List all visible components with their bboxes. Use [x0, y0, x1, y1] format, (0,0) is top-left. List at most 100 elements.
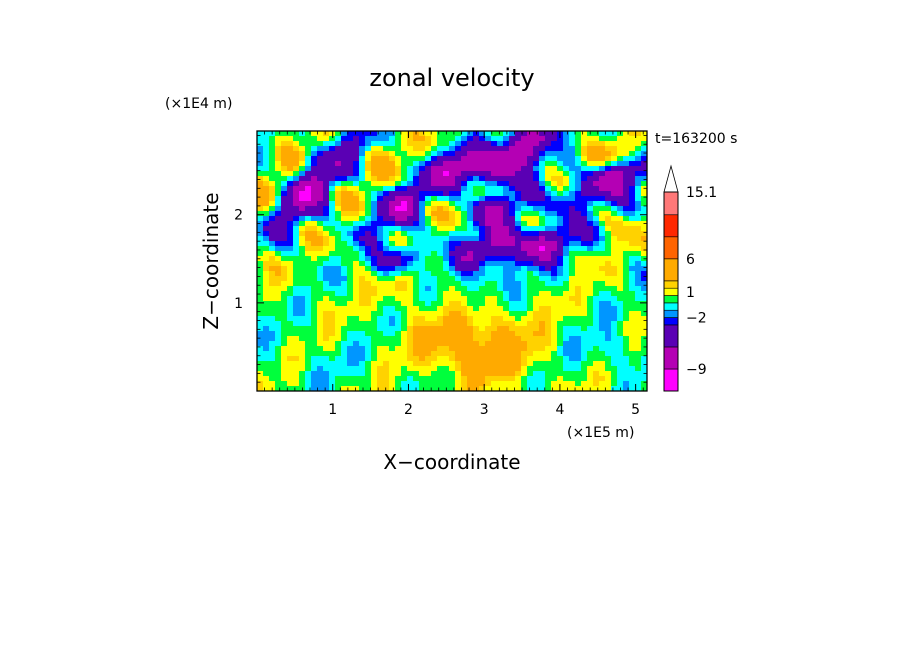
heatmap-cell — [593, 206, 600, 212]
heatmap-cell — [341, 351, 348, 357]
heatmap-cell — [263, 311, 270, 317]
heatmap-cell — [407, 211, 414, 217]
heatmap-cell — [323, 271, 330, 277]
heatmap-cell — [521, 341, 528, 347]
heatmap-cell — [485, 151, 492, 157]
heatmap-cell — [491, 246, 498, 252]
heatmap-cell — [455, 196, 462, 202]
heatmap-cell — [419, 286, 426, 292]
heatmap-cell — [431, 381, 438, 387]
heatmap-cell — [281, 286, 288, 292]
heatmap-cell — [281, 316, 288, 322]
heatmap-cell — [515, 171, 522, 177]
heatmap-cell — [377, 191, 384, 197]
heatmap-cell — [557, 361, 564, 367]
heatmap-cell — [503, 356, 510, 362]
heatmap-cell — [281, 356, 288, 362]
heatmap-cell — [491, 261, 498, 267]
heatmap-cell — [527, 201, 534, 207]
heatmap-cell — [293, 296, 300, 302]
heatmap-cell — [551, 216, 558, 222]
heatmap-cell — [323, 236, 330, 242]
heatmap-cell — [359, 146, 366, 152]
heatmap-cell — [605, 131, 612, 137]
heatmap-cell — [563, 306, 570, 312]
heatmap-cell — [401, 301, 408, 307]
heatmap-cell — [467, 256, 474, 262]
heatmap-cell — [389, 301, 396, 307]
heatmap-cell — [641, 226, 647, 232]
heatmap-cell — [587, 301, 594, 307]
heatmap-cell — [269, 266, 276, 272]
heatmap-cell — [527, 251, 534, 257]
heatmap-cell — [377, 166, 384, 172]
heatmap-cell — [587, 206, 594, 212]
heatmap-cell — [623, 361, 630, 367]
heatmap-cell — [269, 201, 276, 207]
heatmap-cell — [413, 286, 420, 292]
heatmap-cell — [431, 156, 438, 162]
heatmap-cell — [605, 326, 612, 332]
heatmap-cell — [491, 366, 498, 372]
heatmap-cell — [611, 206, 618, 212]
heatmap-cell — [443, 336, 450, 342]
heatmap-cell — [467, 341, 474, 347]
heatmap-cell — [497, 156, 504, 162]
heatmap-cell — [413, 241, 420, 247]
heatmap-cell — [329, 146, 336, 152]
heatmap-cell — [491, 331, 498, 337]
heatmap-cell — [485, 156, 492, 162]
heatmap-cell — [365, 276, 372, 282]
heatmap-cell — [557, 356, 564, 362]
heatmap-cell — [383, 181, 390, 187]
heatmap-cell — [497, 271, 504, 277]
heatmap-cell — [503, 231, 510, 237]
heatmap-cell — [617, 271, 624, 277]
heatmap-cell — [527, 221, 534, 227]
heatmap-cell — [605, 356, 612, 362]
heatmap-cell — [287, 231, 294, 237]
heatmap-cell — [467, 166, 474, 172]
heatmap-cell — [635, 326, 642, 332]
heatmap-cell — [563, 341, 570, 347]
heatmap-cell — [293, 201, 300, 207]
heatmap-cell — [281, 321, 288, 327]
heatmap-cell — [281, 376, 288, 382]
heatmap-cell — [575, 196, 582, 202]
heatmap-cell — [395, 361, 402, 367]
heatmap-cell — [485, 361, 492, 367]
heatmap-cell — [593, 211, 600, 217]
heatmap-cell — [587, 291, 594, 297]
heatmap-cell — [569, 331, 576, 337]
heatmap-cell — [269, 381, 276, 387]
heatmap-cell — [479, 201, 486, 207]
heatmap-cell — [485, 191, 492, 197]
heatmap-cell — [527, 186, 534, 192]
heatmap-cell — [473, 171, 480, 177]
heatmap-cell — [317, 281, 324, 287]
heatmap-cell — [299, 321, 306, 327]
heatmap-cell — [479, 226, 486, 232]
heatmap-cell — [359, 306, 366, 312]
heatmap-cell — [311, 341, 318, 347]
heatmap-cell — [323, 366, 330, 372]
heatmap-cell — [377, 271, 384, 277]
heatmap-cell — [527, 321, 534, 327]
heatmap-cell — [341, 156, 348, 162]
heatmap-cell — [527, 261, 534, 267]
heatmap-cell — [593, 341, 600, 347]
heatmap-cell — [365, 301, 372, 307]
heatmap-cell — [443, 171, 450, 177]
heatmap-cell — [353, 356, 360, 362]
heatmap-cell — [623, 151, 630, 157]
heatmap-cell — [353, 331, 360, 337]
heatmap-cell — [389, 196, 396, 202]
heatmap-cell — [587, 136, 594, 142]
colorbar-label: −2 — [686, 311, 707, 327]
heatmap-cell — [419, 386, 426, 391]
heatmap-cell — [323, 386, 330, 391]
heatmap-cell — [413, 251, 420, 257]
heatmap-cell — [641, 331, 647, 337]
heatmap-cell — [587, 241, 594, 247]
heatmap-cell — [431, 141, 438, 147]
